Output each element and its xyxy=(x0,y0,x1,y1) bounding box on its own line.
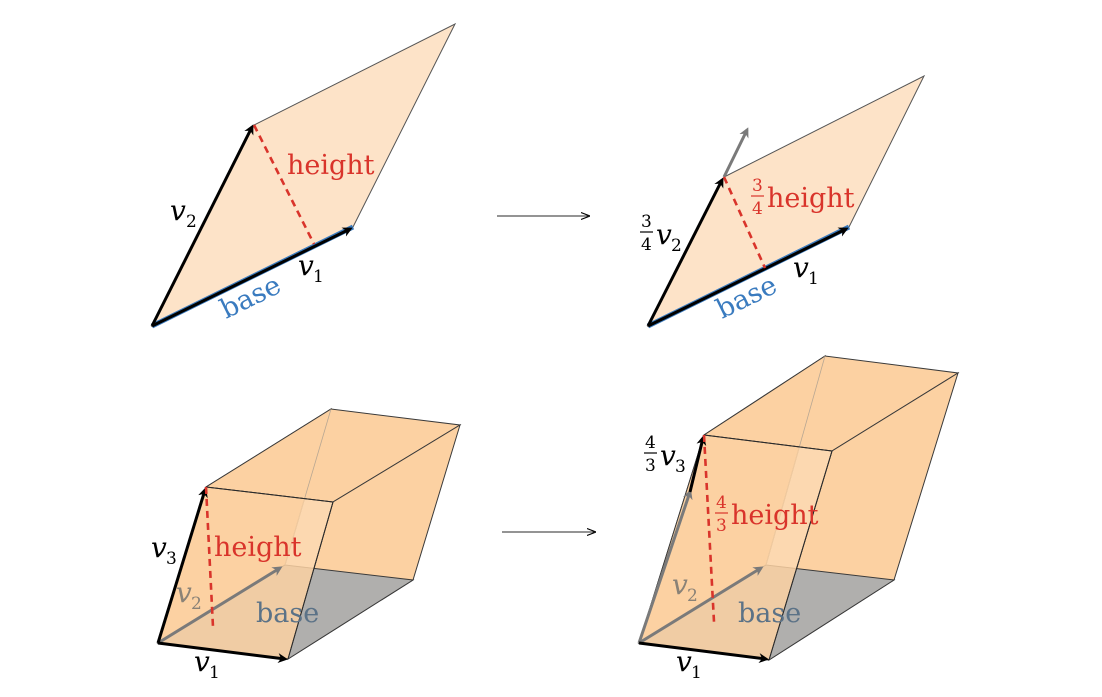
v2-subscript: 2 xyxy=(191,594,202,614)
scaled-height-label: 3 4 height xyxy=(751,176,855,219)
parallelepiped-scaled: 4 3 height base 4 3 v 3 v 2 v 1 xyxy=(637,354,960,683)
v2-coef-denominator: 4 xyxy=(641,235,652,255)
v1-letter: v xyxy=(793,251,809,284)
v3-letter: v xyxy=(151,531,167,564)
v1-subscript: 1 xyxy=(313,267,324,287)
vector-v1 xyxy=(647,227,849,328)
v3-letter: v xyxy=(660,439,676,472)
v2-label: v 2 xyxy=(672,568,698,606)
parallelogram-scaled: 3 4 height base 3 4 v 2 v 1 xyxy=(640,74,926,329)
v1-subscript: 1 xyxy=(808,269,819,289)
v3-subscript: 3 xyxy=(166,549,177,569)
vector-v2 xyxy=(638,566,764,645)
v3-coef-numerator: 4 xyxy=(645,433,656,453)
v1-letter: v xyxy=(676,645,692,678)
v2-letter: v xyxy=(176,576,192,609)
scaled-height-line xyxy=(722,176,767,269)
v2-letter: v xyxy=(672,568,688,601)
vector-v2 xyxy=(157,566,283,645)
base-label: base xyxy=(738,598,801,629)
height-line xyxy=(252,124,316,245)
height-coef-numerator: 3 xyxy=(752,176,763,196)
v1-subscript: 1 xyxy=(209,663,220,683)
scaled-v3-label: 4 3 v 3 xyxy=(644,433,686,477)
scaled-vector-v2 xyxy=(646,177,724,327)
v1-label: v 1 xyxy=(194,645,220,683)
v1-letter: v xyxy=(194,645,210,678)
v3-label: v 3 xyxy=(151,531,177,569)
v1-subscript: 1 xyxy=(691,663,702,683)
vector-v1 xyxy=(151,227,353,328)
v2-subscript: 2 xyxy=(687,586,698,606)
height-coef-denominator: 4 xyxy=(752,199,763,219)
scaled-height-line xyxy=(702,434,716,623)
v1-label: v 1 xyxy=(793,251,819,289)
height-coef-numerator: 4 xyxy=(716,493,727,513)
v2-label: v 2 xyxy=(170,194,197,232)
height-label: height xyxy=(731,500,819,531)
v1-label: v 1 xyxy=(298,249,324,287)
v2-letter: v xyxy=(170,194,186,227)
v2-label: v 2 xyxy=(176,576,202,614)
vector-v3 xyxy=(156,487,208,644)
parallelogram-original: height base v 2 v 1 xyxy=(150,22,457,329)
base-label: base xyxy=(256,598,319,629)
height-label: height xyxy=(287,150,375,181)
parallelepiped-original: height base v 3 v 2 v 1 xyxy=(151,407,462,683)
v3-coef-denominator: 3 xyxy=(645,456,656,476)
v3-subscript: 3 xyxy=(675,457,686,477)
height-label: height xyxy=(214,532,302,563)
vector-v1 xyxy=(157,641,288,664)
v2-subscript: 2 xyxy=(671,236,682,256)
v1-letter: v xyxy=(298,249,314,282)
scaled-vector-v3 xyxy=(688,435,707,493)
v2-subscript: 2 xyxy=(186,212,197,232)
vector-v1 xyxy=(638,641,769,664)
vector-v2 xyxy=(150,124,254,327)
height-label: height xyxy=(767,183,855,214)
height-coef-denominator: 3 xyxy=(716,516,727,536)
v1-label: v 1 xyxy=(676,645,702,683)
original-v3-vector xyxy=(637,489,693,644)
v2-coef-numerator: 3 xyxy=(641,212,652,232)
scaled-v2-label: 3 4 v 2 xyxy=(640,212,682,256)
v2-letter: v xyxy=(656,218,672,251)
original-v2-vector xyxy=(722,127,749,178)
scaled-height-label: 4 3 height xyxy=(715,493,819,536)
